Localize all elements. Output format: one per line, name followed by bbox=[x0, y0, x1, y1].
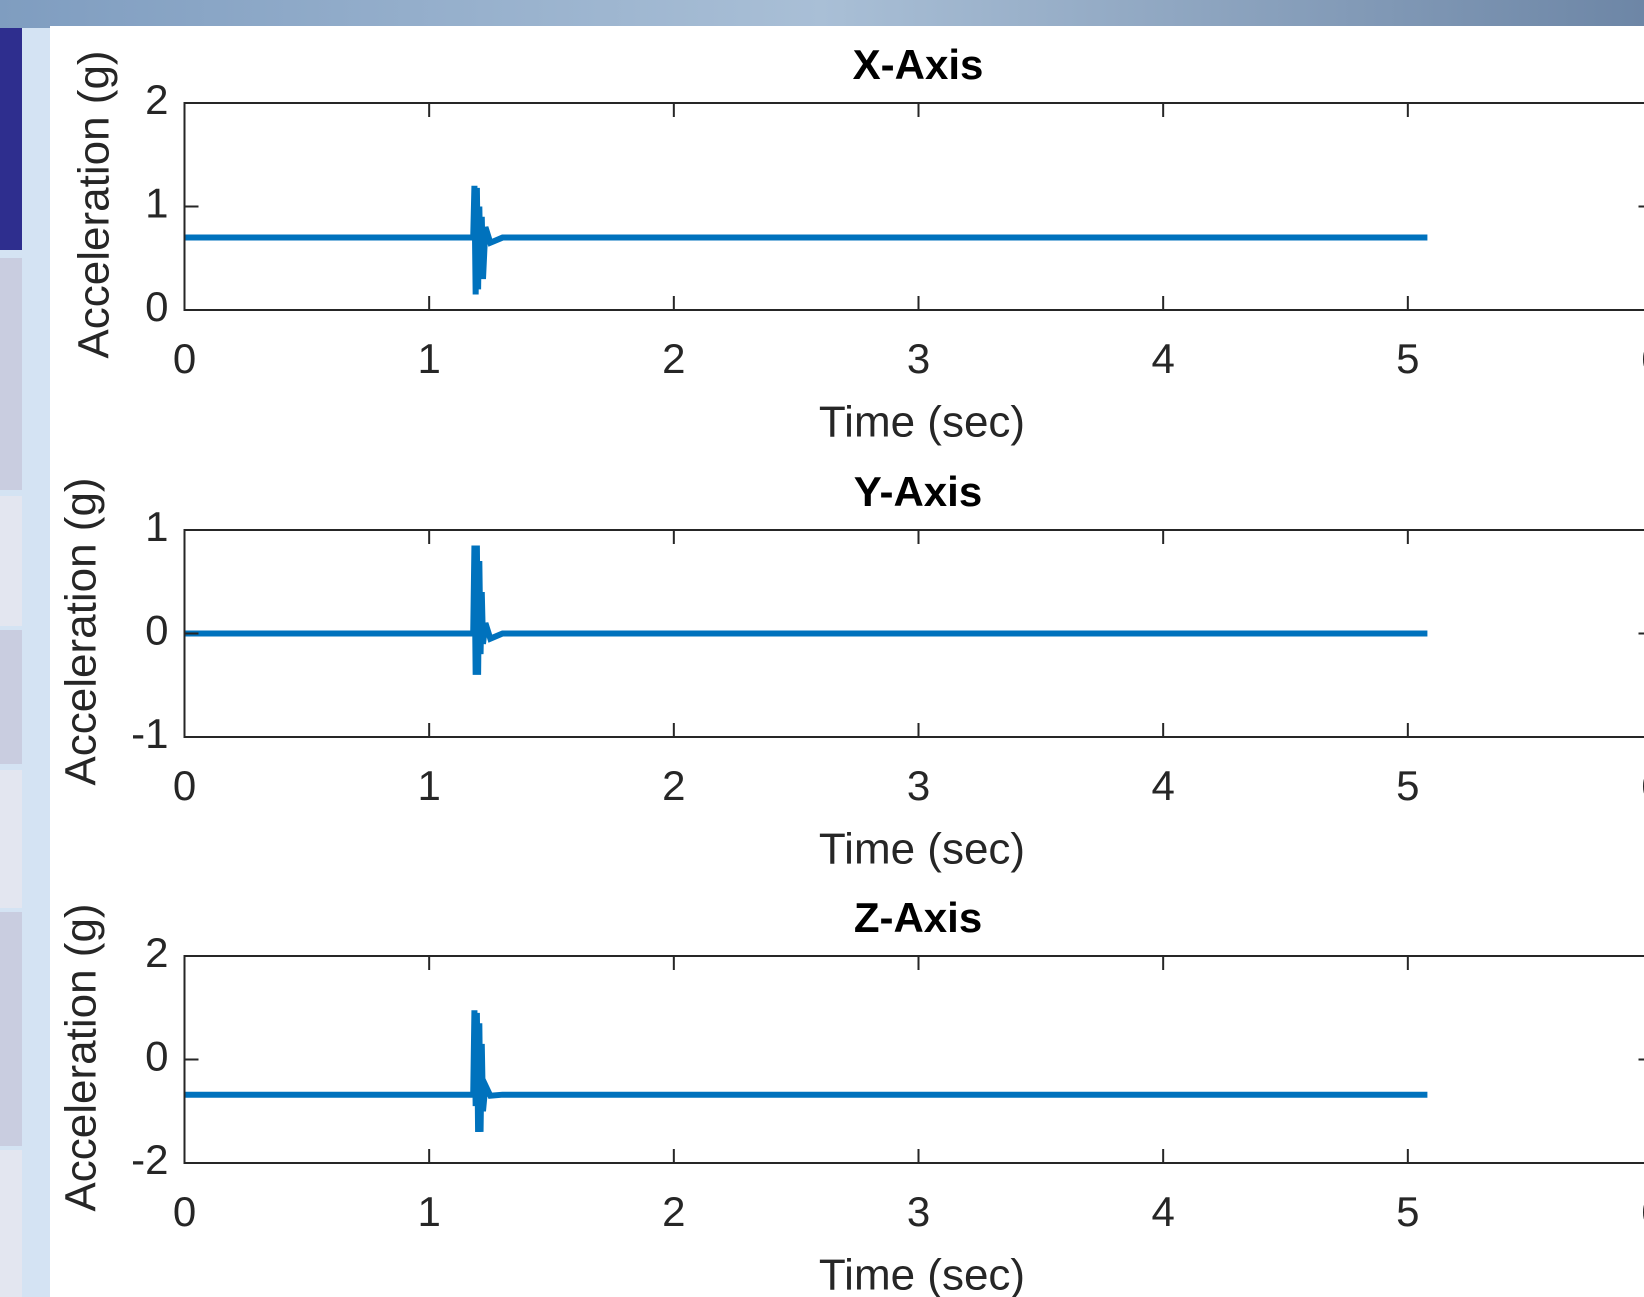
side-tab bbox=[0, 770, 22, 908]
top-strip bbox=[0, 0, 1644, 28]
x-tick-label: 0 bbox=[173, 335, 196, 382]
y-tick-label: 2 bbox=[145, 76, 168, 123]
side-tab bbox=[0, 28, 22, 250]
x-tick-label: 4 bbox=[1151, 762, 1174, 809]
x-axis-label: Time (sec) bbox=[819, 1251, 1025, 1297]
x-tick-label: 2 bbox=[662, 762, 685, 809]
data-line bbox=[184, 185, 1428, 295]
y-tick-label: 0 bbox=[145, 1033, 168, 1080]
chart-title: X-Axis bbox=[853, 41, 984, 88]
x-tick-label: 1 bbox=[417, 335, 440, 382]
y-tick-label: 0 bbox=[145, 607, 168, 654]
x-tick-label: 2 bbox=[662, 335, 685, 382]
y-axis-label: Acceleration (g) bbox=[57, 903, 106, 1211]
x-tick-label: 3 bbox=[907, 762, 930, 809]
y-tick-label: -2 bbox=[131, 1136, 168, 1183]
side-tab bbox=[0, 258, 22, 490]
x-tick-label: 6 bbox=[1641, 335, 1644, 382]
x-tick-label: 5 bbox=[1396, 1188, 1419, 1235]
x-tick-label: 5 bbox=[1396, 762, 1419, 809]
x-tick-label: 4 bbox=[1151, 335, 1174, 382]
y-axis-label: Acceleration (g) bbox=[70, 50, 119, 358]
y-tick-label: -1 bbox=[131, 710, 168, 757]
x-tick-label: 2 bbox=[662, 1188, 685, 1235]
chart-title: Z-Axis bbox=[854, 894, 982, 941]
side-tab bbox=[0, 630, 22, 764]
y-tick-label: 1 bbox=[145, 180, 168, 227]
x-tick-label: 4 bbox=[1151, 1188, 1174, 1235]
chart-title: Y-Axis bbox=[854, 468, 982, 515]
y-tick-label: 1 bbox=[145, 503, 168, 550]
x-tick-label: 6 bbox=[1641, 1188, 1644, 1235]
y-axis-label: Acceleration (g) bbox=[57, 477, 106, 785]
x-tick-label: 1 bbox=[417, 1188, 440, 1235]
x-tick-label: 0 bbox=[173, 1188, 196, 1235]
data-line bbox=[184, 1010, 1428, 1132]
side-tab bbox=[0, 496, 22, 626]
x-tick-label: 5 bbox=[1396, 335, 1419, 382]
x-axis-label: Time (sec) bbox=[819, 825, 1025, 874]
x-tick-label: 0 bbox=[173, 762, 196, 809]
y-tick-label: 0 bbox=[145, 283, 168, 330]
figure-area bbox=[50, 26, 1644, 1297]
x-tick-label: 3 bbox=[907, 1188, 930, 1235]
data-line bbox=[184, 545, 1428, 675]
x-axis-label: Time (sec) bbox=[819, 398, 1025, 447]
x-tick-label: 3 bbox=[907, 335, 930, 382]
x-tick-label: 1 bbox=[417, 762, 440, 809]
y-tick-label: 2 bbox=[145, 929, 168, 976]
side-tab bbox=[0, 912, 22, 1146]
x-tick-label: 6 bbox=[1641, 762, 1644, 809]
side-tab bbox=[0, 1150, 22, 1297]
